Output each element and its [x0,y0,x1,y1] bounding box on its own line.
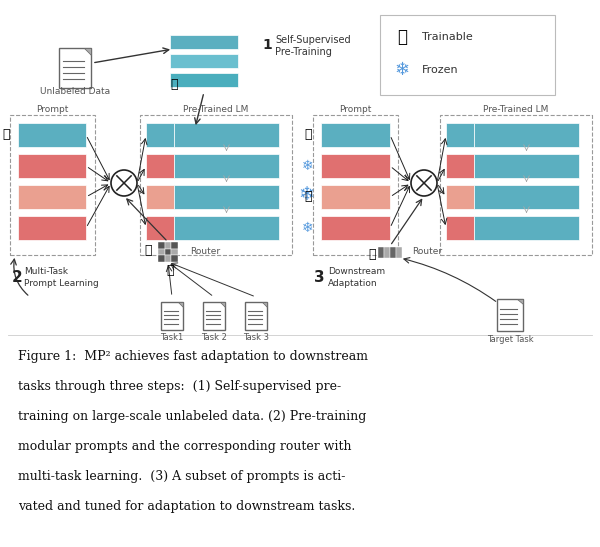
Text: ❄: ❄ [302,221,314,235]
FancyBboxPatch shape [174,216,279,240]
FancyBboxPatch shape [390,247,396,258]
Text: 🔥: 🔥 [368,247,376,260]
FancyBboxPatch shape [474,154,579,178]
Text: Prompt: Prompt [37,104,68,113]
Text: Unlabeled Data: Unlabeled Data [40,88,110,96]
Text: Task 2: Task 2 [201,334,227,342]
FancyBboxPatch shape [172,255,178,262]
Text: Self-Supervised: Self-Supervised [275,35,350,45]
FancyBboxPatch shape [446,154,474,178]
FancyBboxPatch shape [18,216,86,240]
FancyBboxPatch shape [146,216,174,240]
FancyBboxPatch shape [59,48,91,88]
FancyBboxPatch shape [18,154,86,178]
Text: Trainable: Trainable [422,32,473,42]
Text: Pre-Trained LM: Pre-Trained LM [484,104,548,113]
Polygon shape [220,302,225,307]
FancyBboxPatch shape [321,185,390,209]
FancyBboxPatch shape [380,15,555,95]
FancyBboxPatch shape [174,154,279,178]
FancyBboxPatch shape [170,35,238,49]
FancyBboxPatch shape [158,249,164,255]
Text: 🔥: 🔥 [144,243,152,257]
FancyBboxPatch shape [18,185,86,209]
FancyBboxPatch shape [174,185,279,209]
FancyBboxPatch shape [378,247,384,258]
Text: 🔥: 🔥 [304,190,312,203]
Text: 1: 1 [262,38,272,52]
Text: vated and tuned for adaptation to downstream tasks.: vated and tuned for adaptation to downst… [18,500,355,513]
FancyBboxPatch shape [474,185,579,209]
Text: ❄: ❄ [598,185,600,205]
FancyBboxPatch shape [474,123,579,147]
FancyBboxPatch shape [146,185,174,209]
Polygon shape [84,48,91,55]
Text: ❄: ❄ [394,61,410,79]
Text: Prompt: Prompt [340,104,371,113]
FancyBboxPatch shape [396,247,402,258]
FancyBboxPatch shape [170,73,238,87]
FancyBboxPatch shape [172,242,178,249]
FancyBboxPatch shape [172,249,178,255]
FancyBboxPatch shape [164,242,172,249]
FancyBboxPatch shape [146,154,174,178]
Text: 🔥: 🔥 [2,129,10,142]
FancyBboxPatch shape [18,123,86,147]
FancyBboxPatch shape [474,216,579,240]
Text: Router: Router [190,247,220,257]
Polygon shape [178,302,183,307]
Text: Adaptation: Adaptation [328,280,377,288]
Text: 3: 3 [314,271,325,286]
Text: Task 3: Task 3 [243,334,269,342]
Text: Prompt Learning: Prompt Learning [24,280,99,288]
Text: Figure 1:  MP² achieves fast adaptation to downstream: Figure 1: MP² achieves fast adaptation t… [18,350,368,363]
Text: 2: 2 [12,271,23,286]
Text: multi-task learning.  (3) A subset of prompts is acti-: multi-task learning. (3) A subset of pro… [18,470,346,483]
Text: training on large-scale unlabeled data. (2) Pre-training: training on large-scale unlabeled data. … [18,410,367,423]
Text: 🔥: 🔥 [397,28,407,46]
FancyBboxPatch shape [174,123,279,147]
FancyBboxPatch shape [164,249,172,255]
Text: Target Task: Target Task [487,335,533,344]
FancyBboxPatch shape [146,123,174,147]
FancyBboxPatch shape [446,216,474,240]
FancyBboxPatch shape [158,242,164,249]
FancyBboxPatch shape [161,302,183,330]
Text: 🔥: 🔥 [170,78,178,90]
FancyBboxPatch shape [170,54,238,68]
Text: 🔥: 🔥 [304,129,312,142]
Text: Multi-Task: Multi-Task [24,267,68,276]
Text: Downstream: Downstream [328,267,385,276]
FancyBboxPatch shape [321,123,390,147]
FancyBboxPatch shape [321,154,390,178]
Text: Router: Router [412,247,442,257]
Text: Pre-Training: Pre-Training [275,47,332,57]
Text: modular prompts and the corresponding router with: modular prompts and the corresponding ro… [18,440,352,453]
FancyBboxPatch shape [164,255,172,262]
Text: tasks through three steps:  (1) Self-supervised pre-: tasks through three steps: (1) Self-supe… [18,380,341,393]
FancyBboxPatch shape [497,299,523,331]
FancyBboxPatch shape [158,255,164,262]
Text: ❄: ❄ [302,159,314,173]
Text: Task1: Task1 [160,334,184,342]
FancyBboxPatch shape [446,123,474,147]
Text: 🔥: 🔥 [166,264,174,276]
Polygon shape [262,302,267,307]
FancyBboxPatch shape [203,302,225,330]
Text: Frozen: Frozen [422,65,458,75]
FancyBboxPatch shape [384,247,390,258]
FancyBboxPatch shape [446,185,474,209]
Polygon shape [517,299,523,305]
Text: Pre-Trained LM: Pre-Trained LM [184,104,248,113]
Text: ❄: ❄ [298,185,314,205]
FancyBboxPatch shape [321,216,390,240]
FancyBboxPatch shape [245,302,267,330]
